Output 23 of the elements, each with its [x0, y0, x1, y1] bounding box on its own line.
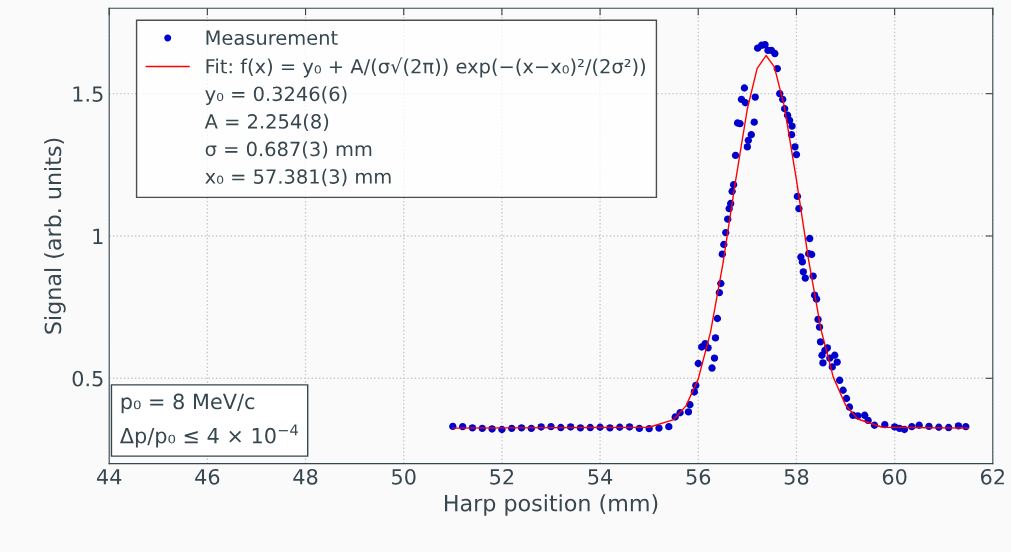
y-tick-label: 1	[93, 228, 103, 244]
x-tick-label: 46	[195, 468, 220, 485]
x-axis-title: Harp position (mm)	[445, 494, 658, 516]
y-tick-label: 0.5	[72, 370, 103, 387]
annotation: Δp/p₀ ≤ 4 × 10$^{−4}$	[119, 424, 298, 448]
x-tick-label: 50	[392, 468, 416, 485]
x-tick-label: 52	[490, 468, 514, 485]
annotation: σ = 0.687(3) mm	[205, 141, 372, 159]
x-tick-label: 62	[981, 468, 1004, 485]
legend-label: Fit: f(x) = y₀ + A/(σ√(2π)) exp(−(x−x₀)²/(2σ²))	[206, 57, 646, 78]
y-axis-title: Signal (arb. units)	[44, 138, 66, 334]
annotation: p₀ = 8 MeV/c	[121, 393, 255, 414]
y-tick-label: 1.5	[73, 86, 103, 102]
x-tick-label: 54	[588, 469, 613, 485]
x-tick-label: 58	[784, 468, 809, 485]
x-tick-label: 44	[96, 469, 122, 485]
legend-label: Measurement	[206, 30, 338, 46]
x-tick-label: 56	[686, 468, 711, 485]
x-tick-label: 48	[293, 468, 318, 485]
x-tick-label: 60	[882, 468, 907, 485]
annotation: y₀ = 0.3246(6)	[205, 86, 347, 105]
annotation: A = 2.254(8)	[204, 113, 329, 132]
annotation: x₀ = 57.381(3) mm	[205, 168, 391, 187]
